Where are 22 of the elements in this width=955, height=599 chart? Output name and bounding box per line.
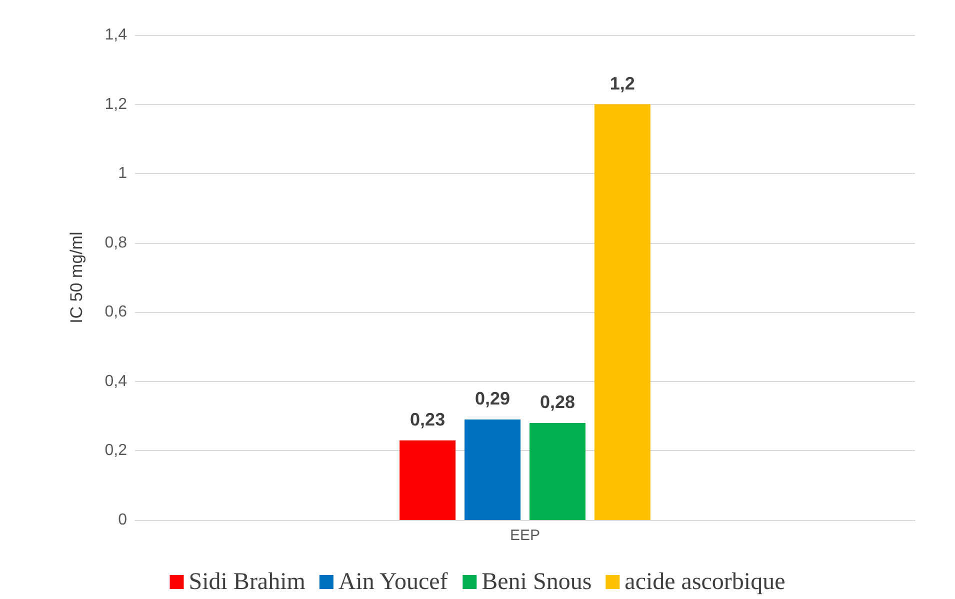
legend-label: Ain Youcef (338, 569, 448, 595)
legend-label: Beni Snous (482, 569, 592, 595)
x-tick-label: EEP (510, 527, 540, 544)
bar (529, 423, 586, 520)
data-label: 1,2 (610, 73, 635, 94)
y-axis-title: IC 50 mg/ml (67, 232, 86, 324)
data-label: 0,23 (410, 409, 446, 430)
data-label: 0,28 (540, 392, 576, 412)
y-tick-label: 0,2 (104, 442, 128, 460)
bar (464, 420, 521, 520)
bar (594, 104, 650, 520)
y-tick-label: 1,2 (104, 96, 128, 113)
legend-label: acide ascorbique (624, 569, 786, 595)
y-tick-label: 0,4 (104, 372, 128, 390)
y-tick-label: 1,4 (104, 26, 128, 44)
y-tick-label: 1 (118, 165, 128, 182)
y-tick-label: 0,6 (104, 304, 128, 321)
y-tick-label: 0 (118, 512, 128, 528)
y-tick-label: 0,8 (104, 234, 128, 252)
legend-label: Sidi Brahim (188, 569, 306, 595)
bar (400, 440, 456, 520)
data-label: 0,29 (474, 388, 510, 409)
